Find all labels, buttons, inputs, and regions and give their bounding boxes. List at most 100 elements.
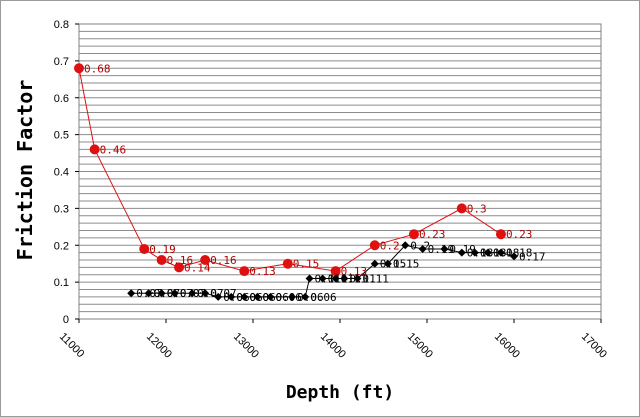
data-label: 0.11 [362,272,389,285]
data-label: 0.06 [262,291,289,304]
data-label: 0.06 [249,291,275,304]
data-point [401,241,410,250]
data-label: 0.18 [467,247,494,260]
data-point [457,248,466,257]
data-point [495,229,506,240]
data-point [370,259,379,268]
data-label: 0.07 [154,287,181,300]
y-tick-label: 0.4 [54,167,69,179]
data-point [200,255,211,265]
data-point [496,248,505,257]
data-label: 0.18 [493,247,520,260]
data-label: 0.17 [519,250,546,263]
data-label: 0.15 [293,258,320,271]
y-tick-label: 0.5 [54,130,69,142]
data-label: 0.06 [223,291,250,304]
data-point [157,289,166,298]
data-point [156,255,167,265]
data-point [144,289,153,298]
data-label: 0.19 [449,243,476,256]
y-tick-label: 0.2 [54,240,69,252]
data-label: 0.19 [149,243,176,256]
data-label: 0.16 [210,254,237,267]
x-tick-label: 13000 [231,331,261,361]
data-label: 0.23 [419,228,446,241]
x-axis-ticks: 11000 12000 13000 14000 15000 16000 17000 [57,319,609,361]
data-point [331,274,340,283]
data-point [266,292,275,301]
data-point [201,289,210,298]
data-point [483,248,492,257]
data-label: 0.15 [380,258,407,271]
data-label: 0.07 [167,287,194,300]
data-label: 0.06 [297,291,324,304]
data-label: 0.15 [393,258,420,271]
x-tick-label: 16000 [492,331,522,361]
y-tick-label: 0.3 [54,203,69,215]
data-point [383,259,392,268]
y-tick-label: 0 [63,314,69,326]
data-label: 0.13 [249,265,275,278]
y-tick-label: 0.7 [54,56,69,68]
data-label: 0.18 [506,247,533,260]
data-label: 0.68 [84,62,111,75]
data-label: 0.06 [310,291,337,304]
data-label: 0.2 [380,239,400,252]
data-label: 0.07 [180,287,207,300]
data-point [127,289,136,298]
data-label: 0.07 [210,287,237,300]
data-label: 0.46 [100,143,127,156]
data-point [282,258,293,269]
data-point [440,244,449,253]
data-point [214,292,223,301]
data-label: 0.06 [275,291,302,304]
x-axis-title: Depth (ft) [286,382,394,403]
data-point [510,252,518,261]
x-tick-label: 14000 [318,331,348,361]
data-point [456,203,467,214]
gridlines [79,30,601,313]
y-axis-title: Friction Factor [13,80,37,261]
x-tick-label: 12000 [144,331,174,361]
data-point [301,292,310,301]
data-point [253,292,262,301]
data-point [418,244,427,253]
data-point [318,274,327,283]
data-label: 0.18 [480,247,507,260]
data-label: 0.14 [184,261,211,274]
data-labels: 0.680.460.190.160.140.160.130.150.130.20… [84,62,546,304]
data-label: 0.11 [349,272,376,285]
data-point [174,262,185,273]
data-point [305,274,314,283]
data-point [239,266,250,277]
data-label: 0.3 [467,202,487,215]
y-axis-ticks: 0 0.1 0.2 0.3 0.4 0.5 0.6 0.7 0.8 [54,19,79,326]
data-point [340,274,349,283]
data-label: 0.07 [197,287,224,300]
data-point [188,289,197,298]
data-label: 0.11 [315,272,342,285]
data-label: 0.16 [167,254,194,267]
data-point [89,144,100,155]
data-point [74,63,84,74]
data-label: 0.23 [506,228,533,241]
data-label: 0.07 [136,287,163,300]
y-tick-label: 0.6 [54,93,69,105]
series-layer [74,63,518,301]
data-point [170,289,179,298]
data-label: 0.11 [341,272,368,285]
data-point [227,292,236,301]
data-point [139,243,150,254]
data-point [369,240,380,251]
x-tick-label: 17000 [579,331,609,361]
data-label: 0.2 [410,239,430,252]
data-point [470,248,479,257]
data-label: 0.19 [428,243,455,256]
y-tick-label: 0.8 [54,19,69,31]
data-point [288,292,297,301]
data-point [240,292,249,301]
x-tick-label: 11000 [57,331,87,361]
data-label: 0.06 [236,291,263,304]
data-label: 0.11 [328,272,355,285]
